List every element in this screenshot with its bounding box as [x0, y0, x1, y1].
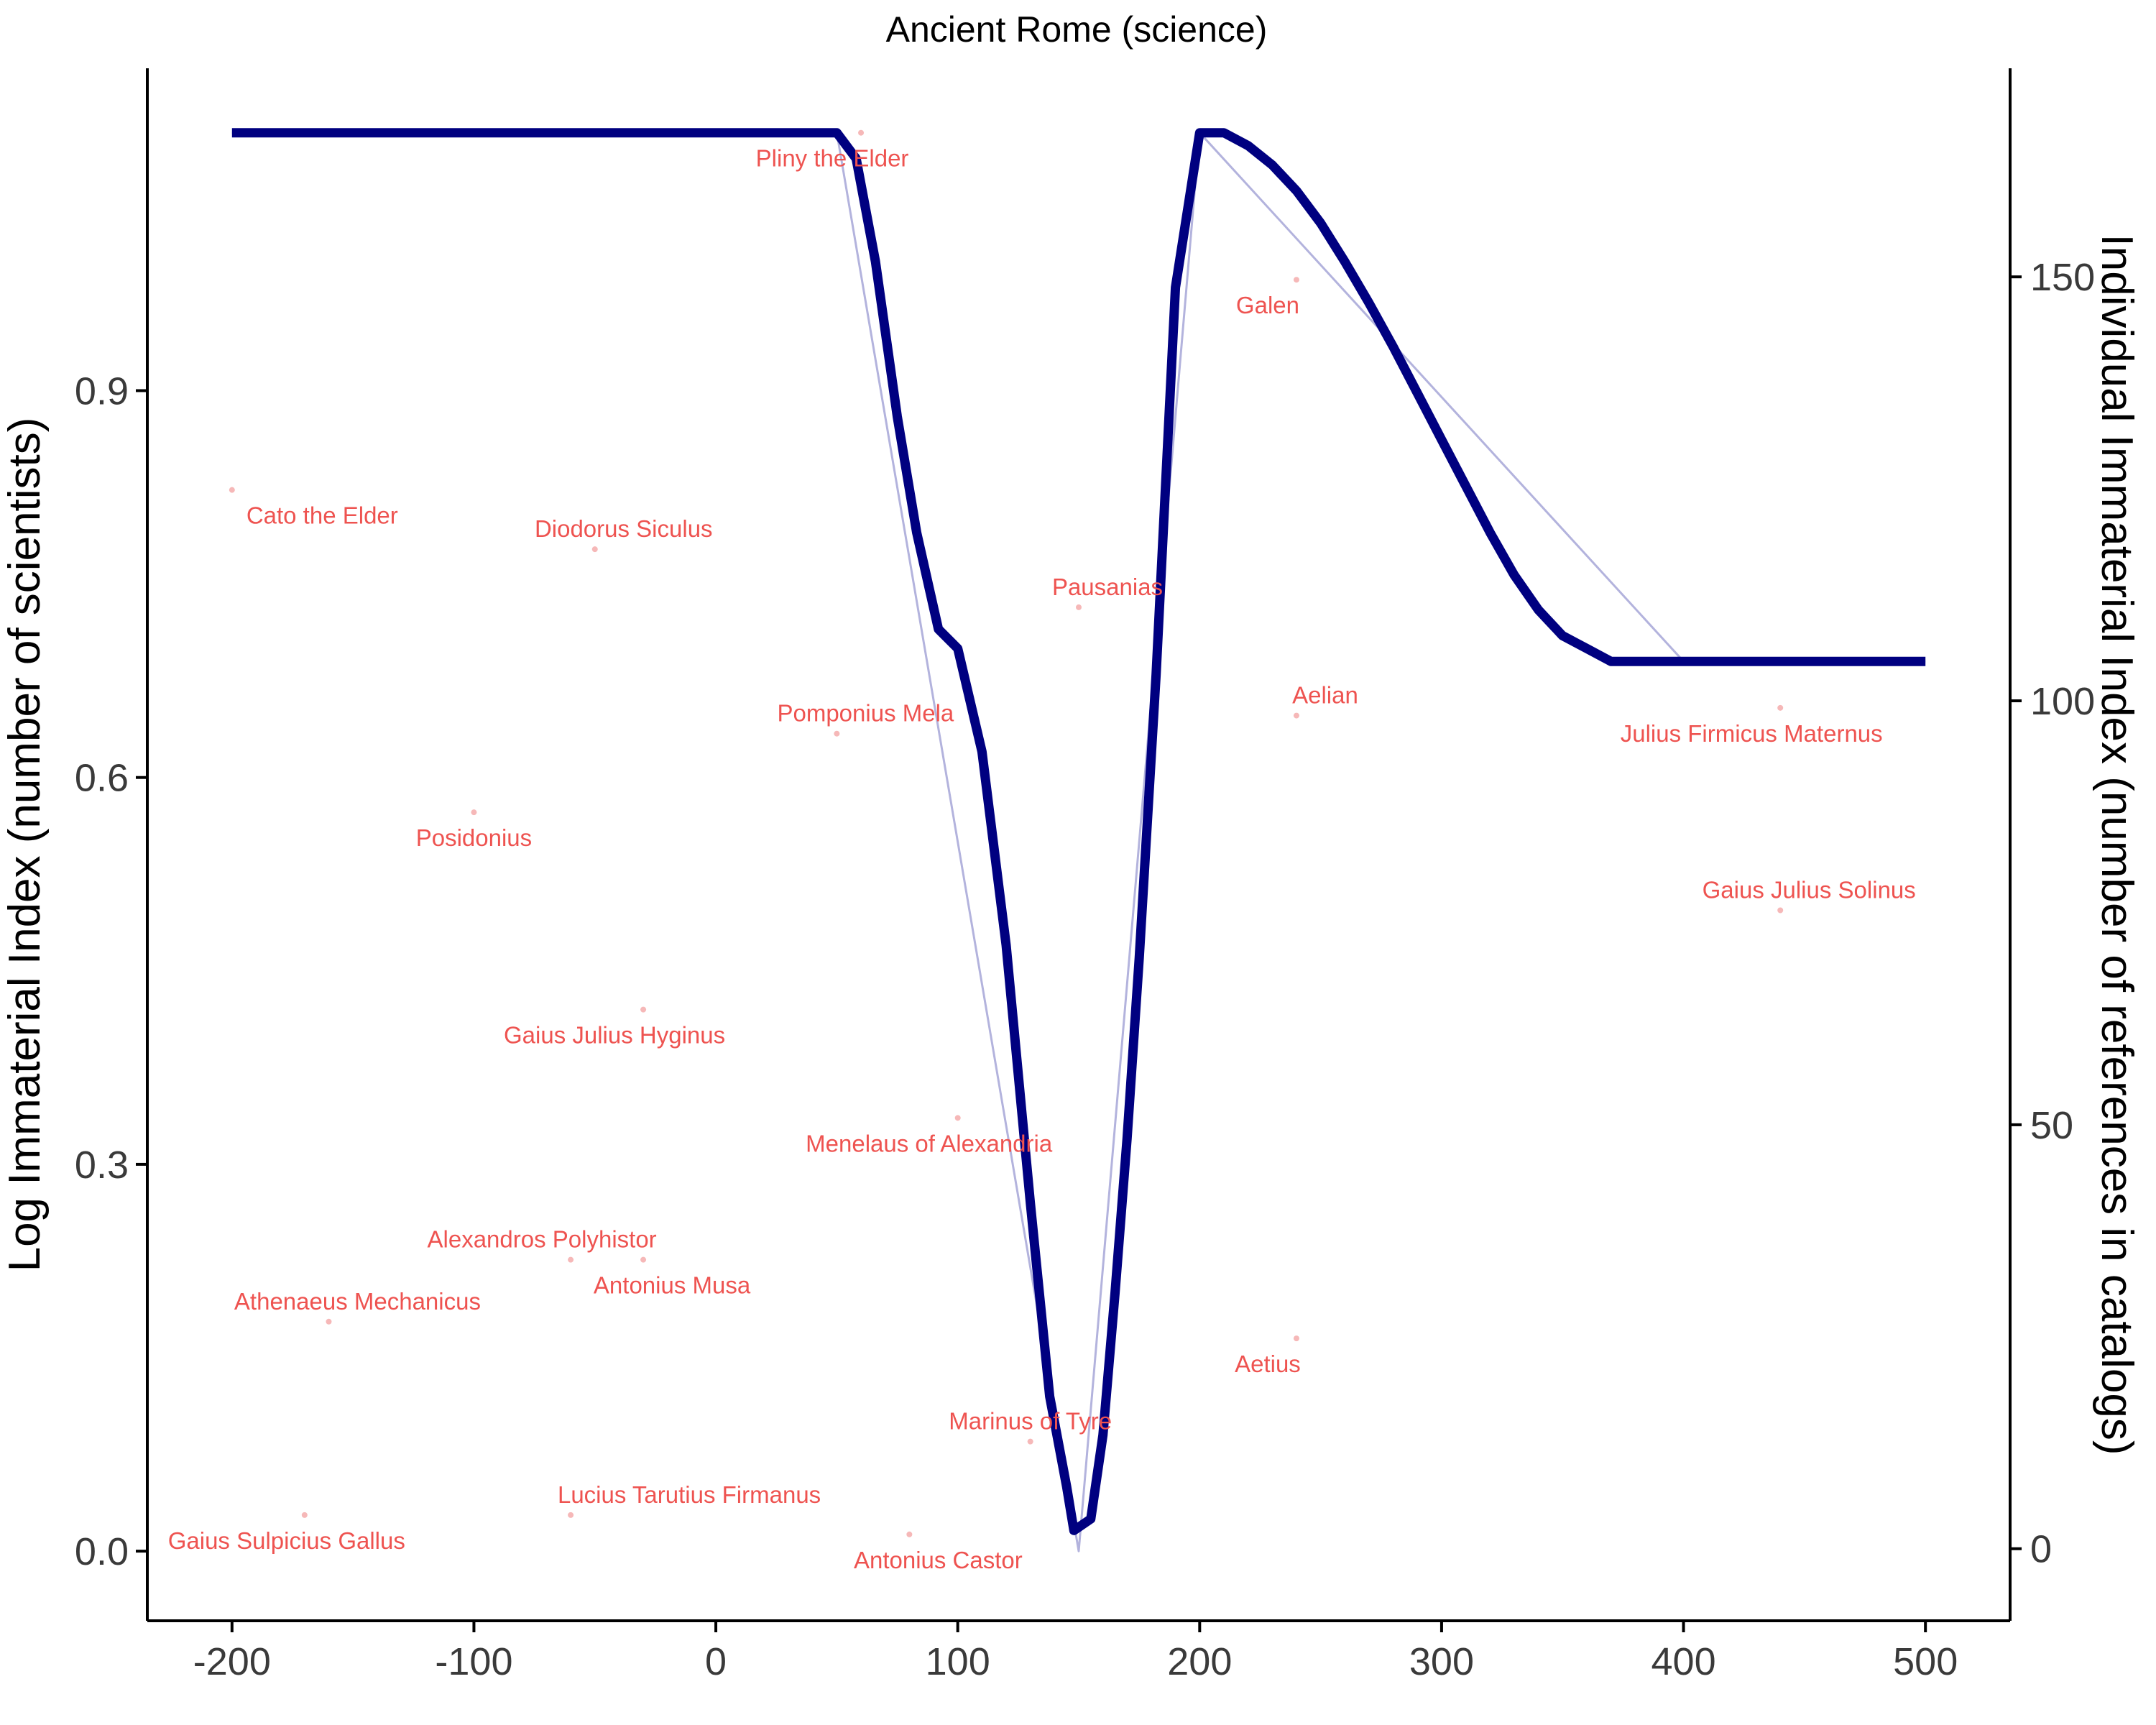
x-tick-label: 0	[705, 1640, 727, 1683]
x-tick-label: -200	[193, 1640, 271, 1683]
data-point	[1293, 712, 1299, 719]
y-axis-ticks: 0.0 0.3 0.6 0.9	[75, 370, 147, 1573]
point-labels: Cato the Elder Diodorus Siculus Posidonius…	[168, 145, 1916, 1573]
x-tick-label: 200	[1167, 1640, 1232, 1683]
point-label: Gaius Julius Hyginus	[504, 1022, 725, 1049]
point-label: Diodorus Siculus	[535, 515, 713, 542]
y-axis-title: Log Immaterial Index (number of scientis…	[0, 418, 50, 1272]
data-point	[301, 1512, 308, 1518]
x-axis-ticks: -200 -100 0 100 200 300 400 500	[193, 1621, 1958, 1683]
point-label: Posidonius	[416, 824, 532, 851]
data-point	[858, 129, 865, 136]
x-tick-label: 400	[1651, 1640, 1716, 1683]
point-label: Aetius	[1235, 1351, 1301, 1377]
x-tick-label: 300	[1409, 1640, 1474, 1683]
data-point	[1777, 704, 1784, 711]
data-point	[954, 1115, 961, 1121]
data-point	[229, 487, 235, 493]
data-point	[1293, 277, 1299, 283]
x-tick-label: 100	[926, 1640, 990, 1683]
data-point	[568, 1256, 574, 1263]
x-tick-label: 500	[1893, 1640, 1958, 1683]
y2-axis-title: Individual Immaterial Index (number of r…	[2092, 234, 2142, 1455]
point-label: Antonius Castor	[854, 1547, 1023, 1573]
data-point	[906, 1531, 913, 1537]
data-point	[591, 546, 598, 553]
data-point	[1076, 604, 1082, 610]
y2-tick-label: 0	[2030, 1528, 2052, 1571]
point-label: Menelaus of Alexandria	[806, 1130, 1053, 1156]
point-label: Athenaeus Mechanicus	[234, 1288, 481, 1315]
y2-axis-ticks: 0 50 100 150	[2010, 256, 2095, 1571]
data-point	[326, 1318, 332, 1325]
point-label: Pausanias	[1052, 574, 1163, 600]
point-label: Gaius Julius Solinus	[1703, 876, 1916, 903]
data-point	[1027, 1438, 1033, 1445]
point-label: Antonius Musa	[594, 1272, 751, 1299]
y2-tick-label: 150	[2030, 256, 2095, 299]
y-tick-label: 0.9	[75, 370, 129, 413]
y-tick-label: 0.3	[75, 1144, 129, 1187]
data-point	[640, 1256, 647, 1263]
point-label: Cato the Elder	[247, 502, 398, 529]
point-label: Alexandros Polyhistor	[428, 1226, 657, 1253]
point-label: Aelian	[1292, 682, 1358, 709]
x-tick-label: -100	[435, 1640, 512, 1683]
y2-tick-label: 50	[2030, 1104, 2073, 1147]
y-tick-label: 0.6	[75, 757, 129, 800]
data-point	[1777, 907, 1784, 914]
point-label: Lucius Tarutius Firmanus	[558, 1481, 821, 1508]
data-point	[640, 1006, 647, 1013]
point-label: Galen	[1236, 292, 1299, 318]
point-label: Pomponius Mela	[777, 700, 954, 727]
y-tick-label: 0.0	[75, 1530, 129, 1573]
point-label: Marinus of Tyre	[949, 1408, 1112, 1435]
data-point	[834, 730, 840, 737]
chart-title: Ancient Rome (science)	[886, 9, 1268, 50]
plot-area	[229, 128, 1926, 1552]
data-point	[471, 809, 477, 816]
data-point	[568, 1512, 574, 1518]
point-label: Pliny the Elder	[756, 145, 909, 172]
smoothed-series-line	[231, 128, 1926, 1535]
point-label: Julius Firmicus Maternus	[1621, 720, 1883, 747]
data-point	[1293, 1335, 1299, 1342]
y2-tick-label: 100	[2030, 680, 2095, 723]
point-label: Gaius Sulpicius Gallus	[168, 1527, 405, 1554]
